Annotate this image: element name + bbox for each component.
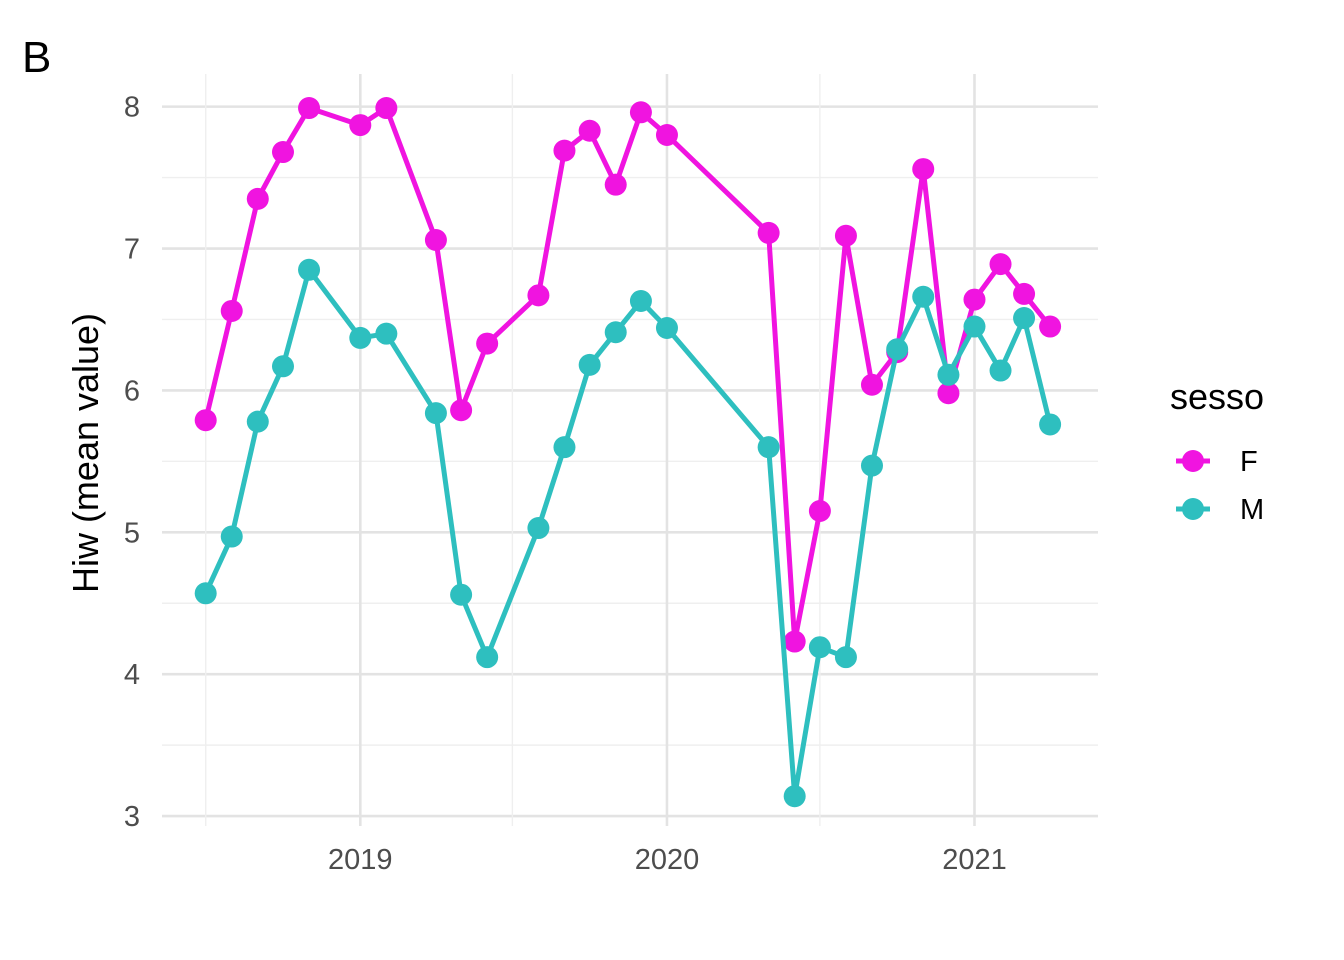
legend-key-point — [1182, 498, 1204, 520]
data-point — [604, 173, 627, 196]
data-point — [757, 221, 780, 244]
data-point — [246, 187, 269, 210]
data-point — [349, 114, 372, 137]
data-point — [271, 355, 294, 378]
data-point — [655, 124, 678, 147]
data-point — [476, 332, 499, 355]
data-point — [349, 326, 372, 349]
legend-key-point — [1182, 450, 1204, 472]
x-axis-ticks: 2019 2020 2021 — [328, 844, 1007, 876]
y-axis-ticks: 3 4 5 6 7 8 — [124, 92, 140, 833]
data-point — [298, 258, 321, 281]
data-point — [298, 97, 321, 120]
data-point — [450, 399, 473, 422]
data-point — [375, 97, 398, 120]
data-point — [246, 410, 269, 433]
data-point — [527, 517, 550, 540]
x-tick-label: 2021 — [942, 844, 1007, 876]
legend: sesso FM — [1170, 376, 1264, 526]
data-point — [424, 229, 447, 252]
data-point — [808, 636, 831, 659]
y-tick-label: 6 — [124, 375, 140, 407]
legend-item-M: M — [1176, 494, 1264, 526]
data-point — [271, 141, 294, 164]
data-point — [860, 373, 883, 396]
data-point — [783, 785, 806, 808]
series-layer — [194, 97, 1062, 808]
data-point — [375, 322, 398, 345]
data-point — [553, 139, 576, 162]
data-point — [424, 402, 447, 425]
data-point — [604, 321, 627, 344]
y-tick-label: 8 — [124, 92, 140, 124]
data-point — [963, 315, 986, 338]
data-point — [912, 285, 935, 308]
series-line — [203, 267, 1053, 799]
y-tick-label: 7 — [124, 234, 140, 266]
grid — [162, 74, 1098, 826]
data-point — [527, 284, 550, 307]
data-point — [220, 299, 243, 322]
data-point — [578, 119, 601, 142]
legend-title: sesso — [1170, 376, 1264, 417]
data-point — [655, 316, 678, 339]
data-point — [578, 353, 601, 376]
data-point — [194, 582, 217, 605]
data-point — [937, 382, 960, 405]
legend-label: F — [1240, 446, 1258, 478]
data-point — [450, 583, 473, 606]
data-point — [1013, 282, 1036, 305]
data-point — [1039, 315, 1062, 338]
data-point — [553, 436, 576, 459]
data-point — [220, 525, 243, 548]
data-point — [989, 359, 1012, 382]
series-line — [203, 105, 1053, 645]
data-point — [757, 436, 780, 459]
data-point — [808, 500, 831, 523]
data-point — [194, 409, 217, 432]
data-point — [1013, 307, 1036, 330]
y-tick-label: 5 — [124, 517, 140, 549]
data-point — [1039, 413, 1062, 436]
data-point — [834, 224, 857, 247]
data-point — [937, 363, 960, 386]
data-point — [860, 454, 883, 477]
panel-tag: B — [22, 33, 51, 82]
data-point — [989, 253, 1012, 276]
legend-item-F: F — [1176, 446, 1258, 478]
y-tick-label: 4 — [124, 659, 140, 691]
data-point — [476, 646, 499, 669]
data-point — [886, 338, 909, 361]
data-point — [834, 646, 857, 669]
series-M — [194, 258, 1062, 808]
x-tick-label: 2020 — [635, 844, 700, 876]
data-point — [783, 630, 806, 653]
data-point — [629, 290, 652, 313]
data-point — [629, 101, 652, 124]
series-F — [194, 97, 1062, 653]
data-point — [963, 288, 986, 311]
y-axis-title: Hiw (mean value) — [65, 313, 106, 593]
legend-label: M — [1240, 494, 1264, 526]
y-tick-label: 3 — [124, 801, 140, 833]
data-point — [912, 158, 935, 181]
x-tick-label: 2019 — [328, 844, 393, 876]
